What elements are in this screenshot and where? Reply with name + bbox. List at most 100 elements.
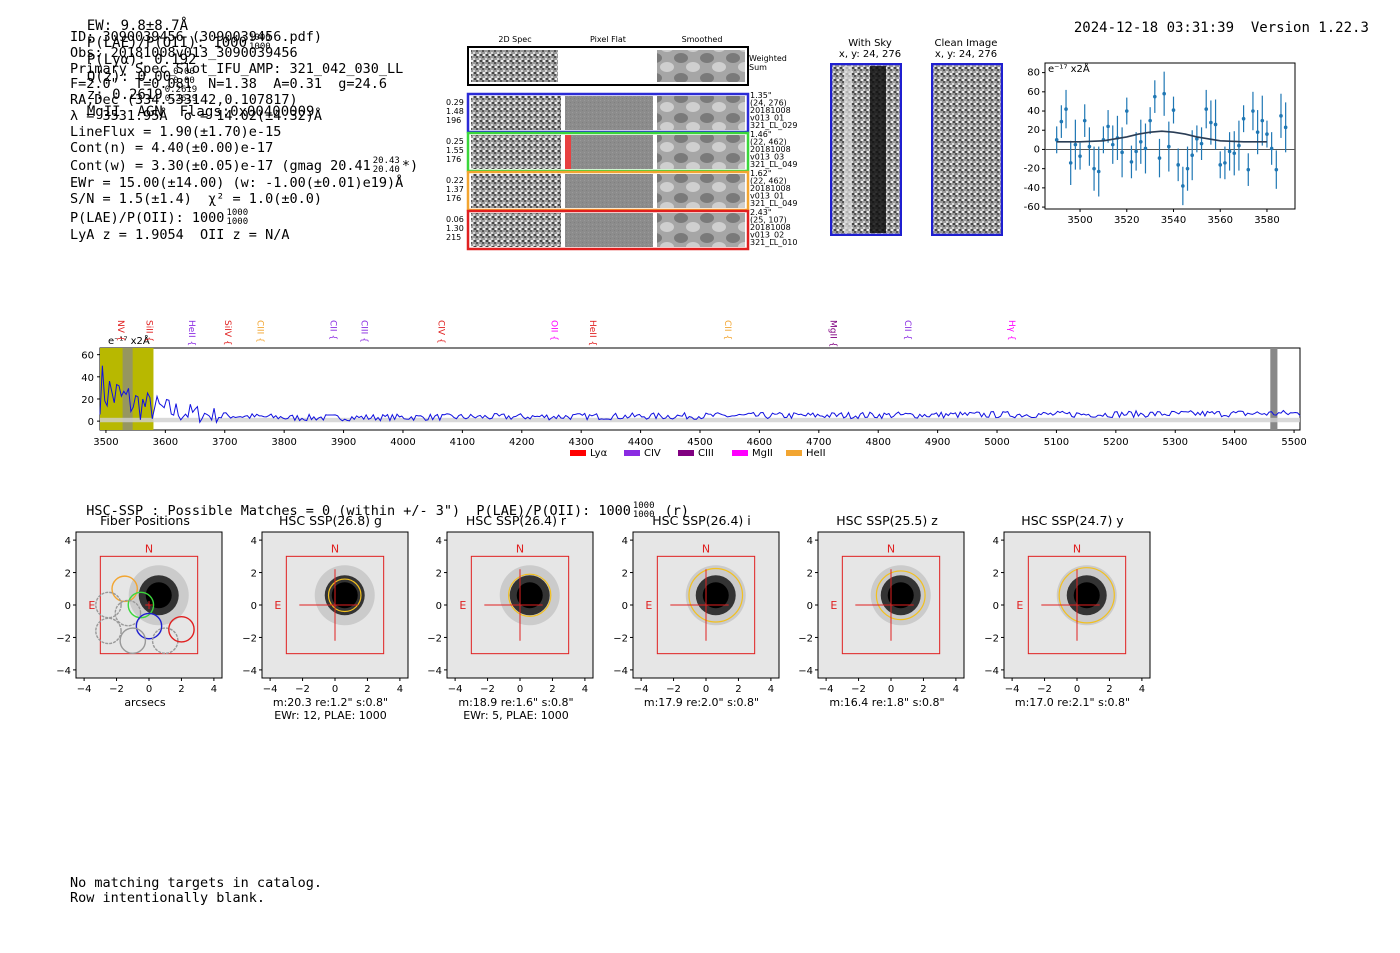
full-line-label: Hγ {: [1006, 320, 1016, 341]
hsc-xtick-label: −4: [633, 684, 648, 695]
full-xtick-label: 4500: [687, 437, 712, 448]
hsc-xtick-label: −2: [1037, 684, 1052, 695]
hsc-north-label: N: [145, 542, 153, 555]
full-legend-swatch: [678, 450, 694, 456]
weighted-sum-smoothed: [657, 50, 745, 82]
full-line-label: NV {: [115, 320, 125, 341]
hsc-xtick-label: −2: [480, 684, 495, 695]
hsc-panel-caption: m:18.9 re:1.6" s:0.8" EWr: 5, PLAE: 1000: [431, 696, 601, 722]
hsc-xtick-label: 4: [767, 684, 773, 695]
spec-row-right-value: 20181008: [750, 184, 791, 193]
zoom-point: [1129, 160, 1134, 164]
full-line-label: OII {: [548, 320, 558, 341]
hsc-ytick-label: 2: [250, 569, 256, 580]
full-ytick-label: 40: [81, 373, 94, 384]
hsc-ytick-label: −4: [798, 666, 813, 677]
hsc-xtick-label: 4: [396, 684, 402, 695]
hsc-ytick-label: 4: [992, 536, 998, 547]
with-sky-xy: x, y: 24, 276: [838, 49, 902, 60]
hsc-ytick-label: 4: [250, 536, 256, 547]
clean-image-xy: x, y: 24, 276: [934, 49, 998, 60]
spec-row-left-value: 176: [446, 155, 461, 164]
hsc-xtick-label: 2: [178, 684, 184, 695]
zoom-point: [1106, 124, 1110, 129]
spec-row-left-value: 0.25: [446, 137, 464, 146]
hsc-xtick-label: −4: [819, 684, 834, 695]
full-legend-label: Lyα: [590, 448, 608, 459]
spec-row-flat-mark: [565, 135, 571, 169]
info-plae-hi: 1000: [226, 207, 249, 218]
zoom-ytick-label: 20: [1027, 125, 1040, 136]
fiber-circle: [114, 599, 142, 627]
info-contn: Cont(n) = 4.40(±0.00)e-17: [70, 139, 274, 156]
spec-row-left-value: 1.37: [446, 185, 464, 194]
fiber-circle: [95, 617, 122, 645]
full-spectrum-plot: 60 40 20 0 3500 3600 3700 3800 3900 4000 4100 4200 4…: [81, 320, 1307, 459]
fiber-circle: [127, 591, 155, 619]
hsc-panel-title: HSC SSP(25.5) z: [836, 513, 938, 528]
zoom-point: [1255, 130, 1260, 134]
header-plae: P(LAE)/P(OII): 1000: [86, 35, 248, 51]
hsc-ytick-label: 4: [436, 536, 442, 547]
with-sky-image: [830, 63, 902, 236]
hsc-ytick-label: −2: [613, 633, 628, 644]
zoom-point: [1073, 142, 1078, 147]
spec-row-2dspec: [471, 213, 561, 247]
info-id: ID: 3090039456 (3090039456.pdf): [70, 29, 322, 45]
zoom-ytick-label: 60: [1027, 87, 1040, 98]
clean-image-title-text: Clean Image: [934, 38, 998, 49]
full-xtick-label: 5500: [1281, 437, 1306, 448]
zoom-point: [1246, 167, 1251, 172]
info-contw-text: Cont(w) = 3.30(±0.05)e-17 (gmag 20.41: [70, 158, 371, 175]
hsc-xtick-label: 2: [364, 684, 370, 695]
spec-row-right-value: 20181008: [750, 223, 791, 232]
full-ytick-label: 60: [81, 351, 94, 362]
hsc-panel-caption: m:17.0 re:2.1" s:0.8": [988, 696, 1158, 709]
spec-row-right-value: (24, 276): [750, 99, 787, 108]
full-line-label: HeII {: [186, 320, 196, 346]
info-radec: RA,Dec (334.533142,0.107817): [70, 92, 298, 109]
zoom-point: [1265, 132, 1269, 136]
zoom-point: [1279, 114, 1283, 118]
with-sky-title-text: With Sky: [848, 38, 892, 49]
hsc-panel-title: HSC SSP(24.7) y: [1021, 513, 1124, 528]
spec-row-right-value: 321_LL_029: [750, 121, 797, 130]
zoom-point: [1209, 120, 1213, 125]
hsc-north-label: N: [330, 542, 338, 555]
hsc-ytick-label: 0: [436, 601, 442, 612]
hsc-xtick-label: −4: [262, 684, 277, 695]
hsc-panel-title: HSC SSP(26.4) r: [465, 513, 567, 528]
hsc-ytick-label: 2: [992, 569, 998, 580]
hsc-ytick-label: −2: [427, 633, 442, 644]
zoom-point: [1167, 144, 1171, 149]
header-plya: P(Lyα): 0.192: [86, 52, 197, 68]
full-highlight-line: [122, 348, 133, 430]
full-xtick-label: 5000: [984, 437, 1009, 448]
spec-row-right-value: 1.35": [750, 91, 772, 100]
hsc-caption-line-1: m:18.9 re:1.6" s:0.8": [458, 696, 574, 709]
hsc-caption-line-1: m:20.3 re:1.2" s:0.8": [272, 696, 389, 709]
hsc-ytick-label: 4: [65, 536, 71, 547]
hsc-search-box: [99, 555, 199, 655]
zoom-point: [1068, 161, 1073, 165]
hsc-xtick-label: −4: [448, 684, 463, 695]
zoom-point: [1260, 118, 1265, 123]
full-line-label: SiII {: [143, 320, 153, 342]
spec-row-2dspec: [471, 174, 561, 208]
spec-row-flat: [565, 174, 653, 208]
hsc-ytick-label: −2: [798, 633, 813, 644]
footer-line-1: No matching targets in catalog.: [70, 875, 322, 891]
hsc-search-box: [1027, 555, 1126, 655]
hsc-panel-image: N E 4 2 0 −2 −4 −4 −2 0 2 4: [798, 531, 965, 695]
header-z-hi: 0.2619: [164, 85, 198, 95]
hsc-ytick-label: −2: [242, 633, 257, 644]
hsc-panel-image: N E 4 2 0 −2 −4 −4 −2 0 2 4: [242, 531, 408, 695]
hsc-ytick-label: −2: [56, 633, 71, 644]
hsc-plae: P(LAE)/P(OII): 1000: [476, 503, 631, 519]
hsc-ytick-label: −4: [427, 666, 442, 677]
hsc-caption-line-1: m:17.0 re:2.1" s:0.8": [1014, 696, 1131, 709]
spec-row-right-value: v013_03: [750, 153, 784, 162]
hsc-summary: HSC-SSP : Possible Matches = 0 (within +…: [86, 503, 461, 519]
hsc-north-label: N: [701, 542, 709, 555]
zoom-point: [1157, 156, 1162, 160]
